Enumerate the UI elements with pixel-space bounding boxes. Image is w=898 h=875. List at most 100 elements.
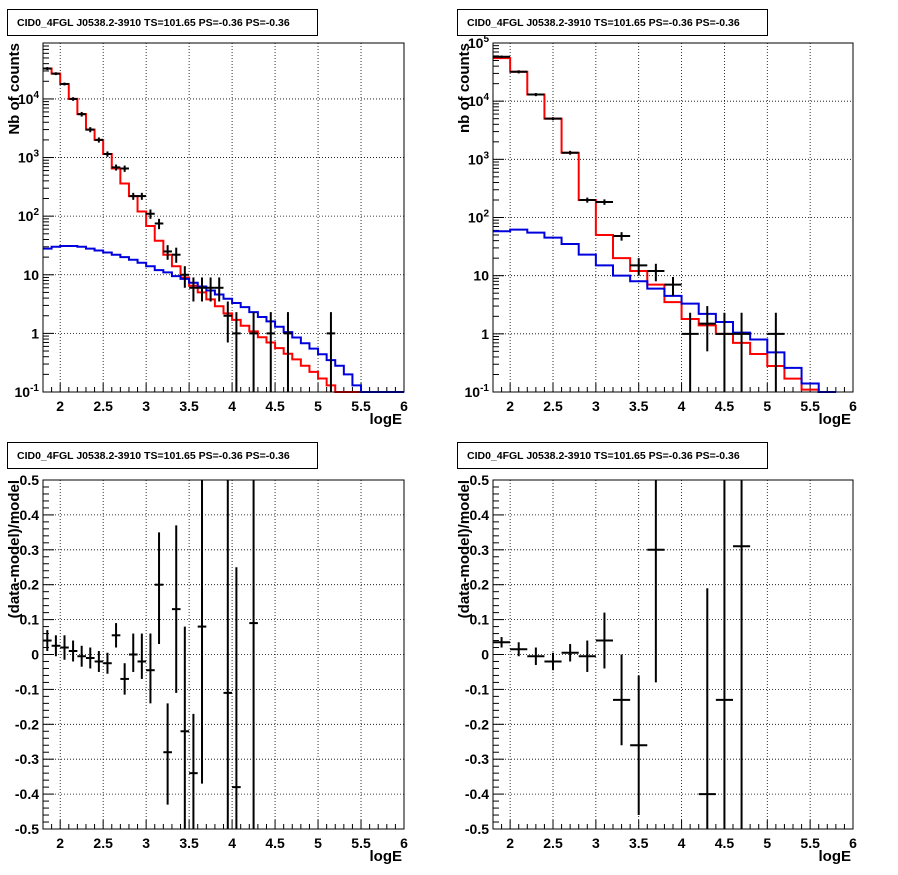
data-point xyxy=(68,97,78,101)
data-point xyxy=(51,635,61,657)
x-tick-label: 3 xyxy=(592,835,600,851)
x-tick-label: 2 xyxy=(56,835,64,851)
x-tick-label: 3 xyxy=(592,398,600,414)
y-tick-label: 105 xyxy=(468,34,490,51)
data-point xyxy=(120,165,129,172)
chart-title-box xyxy=(457,442,768,469)
chart-title-box xyxy=(7,9,318,36)
data-point xyxy=(68,640,78,662)
x-axis-label: logE xyxy=(819,848,852,865)
data-point xyxy=(43,630,52,652)
x-tick-label: 2.5 xyxy=(93,398,113,414)
data-point xyxy=(326,312,336,392)
data-point xyxy=(510,70,528,74)
y-tick-label: 10 xyxy=(473,268,489,284)
chart-panel-4: CID0_4FGL J0538.2-3910 TS=101.65 PS=-0.3… xyxy=(456,442,857,865)
y-tick-label: -0.1 xyxy=(465,681,489,697)
data-point xyxy=(613,654,631,746)
chart-panel-1: CID0_4FGL J0538.2-3910 TS=101.65 PS=-0.3… xyxy=(6,9,408,428)
x-tick-label: 5.5 xyxy=(800,398,820,414)
plot-frame xyxy=(42,42,405,393)
data-point xyxy=(578,197,596,203)
data-point xyxy=(94,137,104,143)
data-point xyxy=(85,647,95,669)
data-point xyxy=(180,626,190,829)
y-tick-label: 0.3 xyxy=(470,542,490,558)
x-tick-label: 2 xyxy=(506,398,514,414)
data-point xyxy=(613,232,631,241)
data-point xyxy=(493,637,511,648)
x-axis-label: logE xyxy=(819,411,852,428)
grid xyxy=(493,43,853,392)
data-point xyxy=(767,312,785,392)
data-point xyxy=(180,266,190,288)
y-tick-label: 0.2 xyxy=(470,577,490,593)
series-line-model-background xyxy=(43,244,404,393)
data-point xyxy=(163,245,172,260)
data-point xyxy=(578,640,596,672)
data-point xyxy=(715,480,733,829)
data-point xyxy=(85,127,95,133)
data-point xyxy=(103,151,112,157)
x-tick-label: 4.5 xyxy=(715,835,735,851)
y-tick-label: 0.1 xyxy=(20,612,40,628)
x-tick-label: 2 xyxy=(506,835,514,851)
data-point xyxy=(698,306,716,352)
data-points xyxy=(43,67,336,392)
data-point xyxy=(146,633,155,704)
y-tick-label: 102 xyxy=(468,209,490,226)
series-line-model-background xyxy=(493,228,836,393)
x-tick-label: 2.5 xyxy=(93,835,113,851)
data-point xyxy=(77,645,86,667)
y-tick-label: -0.2 xyxy=(465,716,489,732)
data-point xyxy=(223,301,233,343)
x-tick-label: 2.5 xyxy=(543,835,563,851)
y-tick-label: 0 xyxy=(31,647,39,663)
y-axis-label: nb of counts xyxy=(456,43,473,133)
data-point xyxy=(664,276,682,296)
data-point xyxy=(77,111,86,117)
data-points xyxy=(493,55,785,392)
y-tick-label: 104 xyxy=(468,92,490,109)
data-points xyxy=(43,480,258,829)
data-point xyxy=(715,312,733,392)
data-point xyxy=(60,635,69,660)
y-tick-label: 0.4 xyxy=(20,507,40,523)
y-tick-label: -0.3 xyxy=(15,751,39,767)
data-point xyxy=(232,567,241,829)
data-points xyxy=(493,480,751,829)
x-tick-label: 4.5 xyxy=(265,835,285,851)
series-line-model-total xyxy=(493,57,836,393)
x-tick-label: 5.5 xyxy=(800,835,820,851)
plot-frame xyxy=(492,42,854,393)
chart-title-box xyxy=(457,9,768,36)
data-point xyxy=(733,480,751,829)
data-point xyxy=(189,713,198,829)
data-point xyxy=(733,312,751,392)
y-tick-label: 1 xyxy=(31,325,39,341)
x-tick-label: 5 xyxy=(314,398,322,414)
data-point xyxy=(595,612,613,669)
x-tick-label: 4 xyxy=(678,398,686,414)
y-tick-label: -0.5 xyxy=(15,821,39,837)
y-axis-label: (data-model)/model xyxy=(456,480,473,618)
data-point xyxy=(146,209,155,219)
y-tick-label: 0.4 xyxy=(470,507,490,523)
data-point xyxy=(527,647,545,665)
data-point xyxy=(154,532,164,645)
y-tick-label: 10 xyxy=(23,267,39,283)
minor-ticks xyxy=(42,479,405,830)
chart-title: CID0_4FGL J0538.2-3910 TS=101.65 PS=-0.3… xyxy=(467,450,740,462)
x-tick-label: 6 xyxy=(400,835,408,851)
x-tick-label: 5.5 xyxy=(351,835,371,851)
x-tick-label: 4 xyxy=(678,835,686,851)
data-point xyxy=(561,150,579,155)
data-point xyxy=(544,117,562,121)
y-tick-label: -0.5 xyxy=(465,821,489,837)
y-axis-label: (data-model)/model xyxy=(6,480,23,618)
x-tick-label: 3.5 xyxy=(629,398,649,414)
data-point xyxy=(493,55,511,59)
data-point xyxy=(197,480,207,784)
data-point xyxy=(206,277,215,302)
